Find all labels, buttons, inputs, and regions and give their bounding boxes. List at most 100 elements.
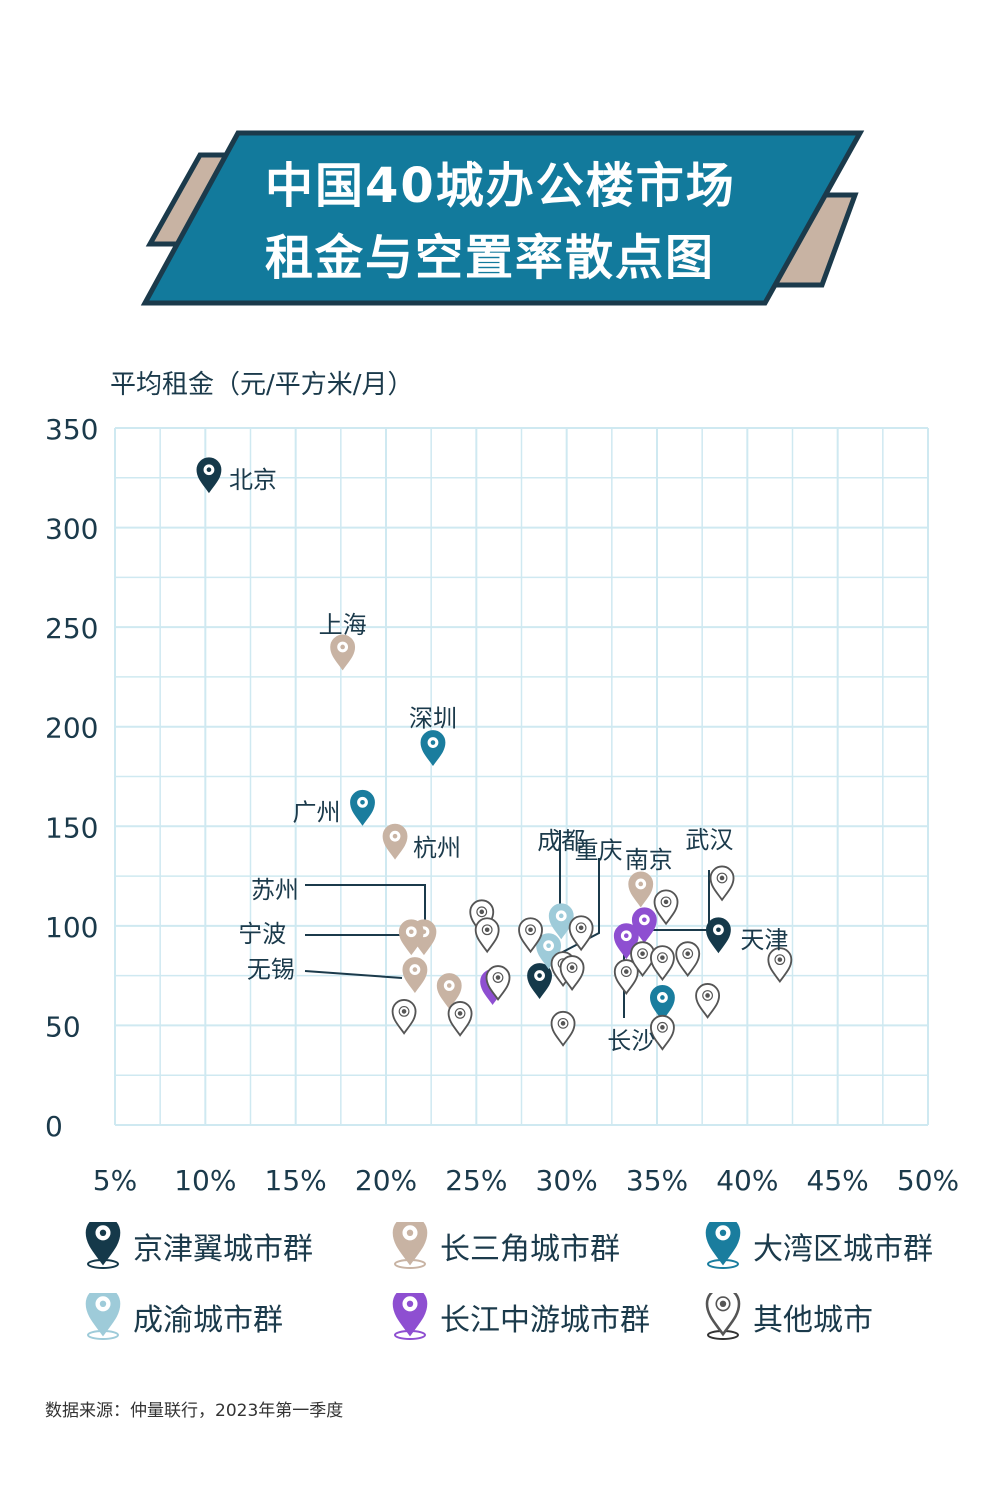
- scatter-point: [568, 915, 594, 952]
- scatter-point: [706, 917, 731, 954]
- legend-item: 长三角城市群: [392, 1222, 620, 1270]
- scatter-point: [548, 903, 574, 940]
- legend-marker-icon: [705, 1222, 741, 1269]
- scatter-point: [420, 730, 446, 766]
- point-label: 北京: [229, 466, 277, 494]
- legend-pin: [392, 1293, 428, 1337]
- point-label: 无锡: [247, 956, 295, 984]
- legend-marker-icon: [705, 1293, 741, 1340]
- x-tick-label: 30%: [536, 1164, 598, 1197]
- y-tick-label: 50: [45, 1010, 81, 1043]
- y-tick-label: 100: [45, 911, 98, 944]
- legend-marker-icon: [392, 1222, 428, 1269]
- x-tick-label: 50%: [897, 1164, 959, 1197]
- point-label: 苏州: [251, 876, 299, 904]
- scatter-point: [653, 889, 679, 926]
- grid: [114, 427, 929, 1126]
- y-tick-label: 150: [45, 811, 98, 844]
- scatter-point: [649, 1014, 675, 1051]
- scatter-point: [391, 999, 417, 1035]
- x-tick-label: 20%: [355, 1164, 417, 1197]
- legend-marker-icon: [392, 1293, 428, 1340]
- legend-item: 大湾区城市群: [705, 1222, 933, 1270]
- leader-wuxi: [304, 970, 403, 979]
- scatter-point: [649, 985, 675, 1021]
- title-banner: [140, 130, 865, 306]
- point-label: 宁波: [238, 920, 286, 948]
- point-label: 长沙: [607, 1027, 655, 1055]
- y-tick-label: 300: [45, 513, 98, 546]
- leader-suzhou: [305, 884, 426, 922]
- point-label: 广州: [293, 798, 341, 826]
- x-tick-label: 5%: [93, 1164, 137, 1197]
- scatter-point: [474, 917, 500, 954]
- y-axis-label: 平均租金（元/平方米/月）: [110, 370, 414, 400]
- legend-item: 其他城市: [705, 1293, 873, 1341]
- legend-pin: [85, 1293, 121, 1337]
- x-tick-label: 15%: [265, 1164, 327, 1197]
- point-label: 重庆: [575, 837, 623, 865]
- legend-label: 长江中游城市群: [440, 1303, 650, 1338]
- legend-label: 大湾区城市群: [753, 1232, 933, 1267]
- scatter-point: [398, 919, 424, 956]
- scatter-point: [559, 955, 585, 992]
- scatter-point: [649, 945, 675, 982]
- scatter-point: [675, 941, 701, 978]
- scatter-point: [695, 983, 721, 1019]
- scatter-point: [527, 963, 552, 999]
- scatter-point: [550, 1011, 576, 1047]
- source-note: 数据来源：仲量联行，2023年第一季度: [45, 1401, 344, 1421]
- point-label: 成都: [537, 827, 585, 855]
- legend-item: 京津翼城市群: [85, 1222, 313, 1270]
- scatter-point: [767, 947, 793, 984]
- y-tick-label: 200: [45, 712, 98, 745]
- scatter-point: [485, 965, 511, 1001]
- points: [196, 457, 793, 1051]
- point-label: 天津: [740, 926, 788, 954]
- point-label: 武汉: [685, 826, 733, 854]
- chart-title-line-1: 中国40城办公楼市场: [265, 158, 736, 214]
- scatter-point: [436, 973, 462, 1009]
- legend-item: 长江中游城市群: [392, 1293, 650, 1341]
- scatter-point: [330, 634, 356, 671]
- x-tick-label: 45%: [807, 1164, 869, 1197]
- point-label: 杭州: [413, 834, 461, 862]
- legend-marker-icon: [85, 1222, 121, 1269]
- legend-pin: [705, 1222, 741, 1266]
- legend-marker-icon: [85, 1293, 121, 1340]
- legend-item: 成渝城市群: [85, 1293, 283, 1341]
- y-tick-label: 0: [45, 1110, 63, 1143]
- chart-title-line-2: 租金与空置率散点图: [265, 230, 716, 286]
- legend-pin: [85, 1222, 121, 1266]
- legend-label: 京津翼城市群: [133, 1232, 313, 1267]
- scatter-point: [382, 823, 408, 860]
- scatter-point: [518, 917, 543, 954]
- legend-label: 成渝城市群: [133, 1303, 283, 1338]
- scatter-point: [631, 907, 657, 944]
- scatter-point: [613, 959, 639, 996]
- scatter-point: [402, 957, 428, 994]
- scatter-point: [447, 1001, 473, 1037]
- x-tick-label: 40%: [716, 1164, 778, 1197]
- scatter-point: [196, 457, 222, 494]
- legend-pin: [392, 1222, 428, 1266]
- point-label: 上海: [319, 611, 367, 639]
- point-label: 南京: [625, 846, 673, 874]
- x-tick-label: 35%: [626, 1164, 688, 1197]
- legend-label: 长三角城市群: [440, 1232, 620, 1267]
- point-label: 深圳: [409, 705, 457, 733]
- legend-label: 其他城市: [753, 1303, 873, 1338]
- x-tick-label: 25%: [445, 1164, 507, 1197]
- leader-chongqing: [556, 858, 600, 956]
- scatter-point: [709, 865, 735, 902]
- banner-body: [140, 130, 865, 306]
- legend-pin: [705, 1293, 741, 1337]
- scatter-point: [628, 871, 654, 908]
- scatter-point: [350, 789, 375, 826]
- y-tick-label: 250: [45, 612, 98, 645]
- y-tick-label: 350: [45, 413, 98, 446]
- tick-labels: 350 300 250 200 150 100 50 0 5% 10% 15% 20% 25% 30% 35…: [45, 413, 959, 1197]
- x-tick-label: 10%: [174, 1164, 236, 1197]
